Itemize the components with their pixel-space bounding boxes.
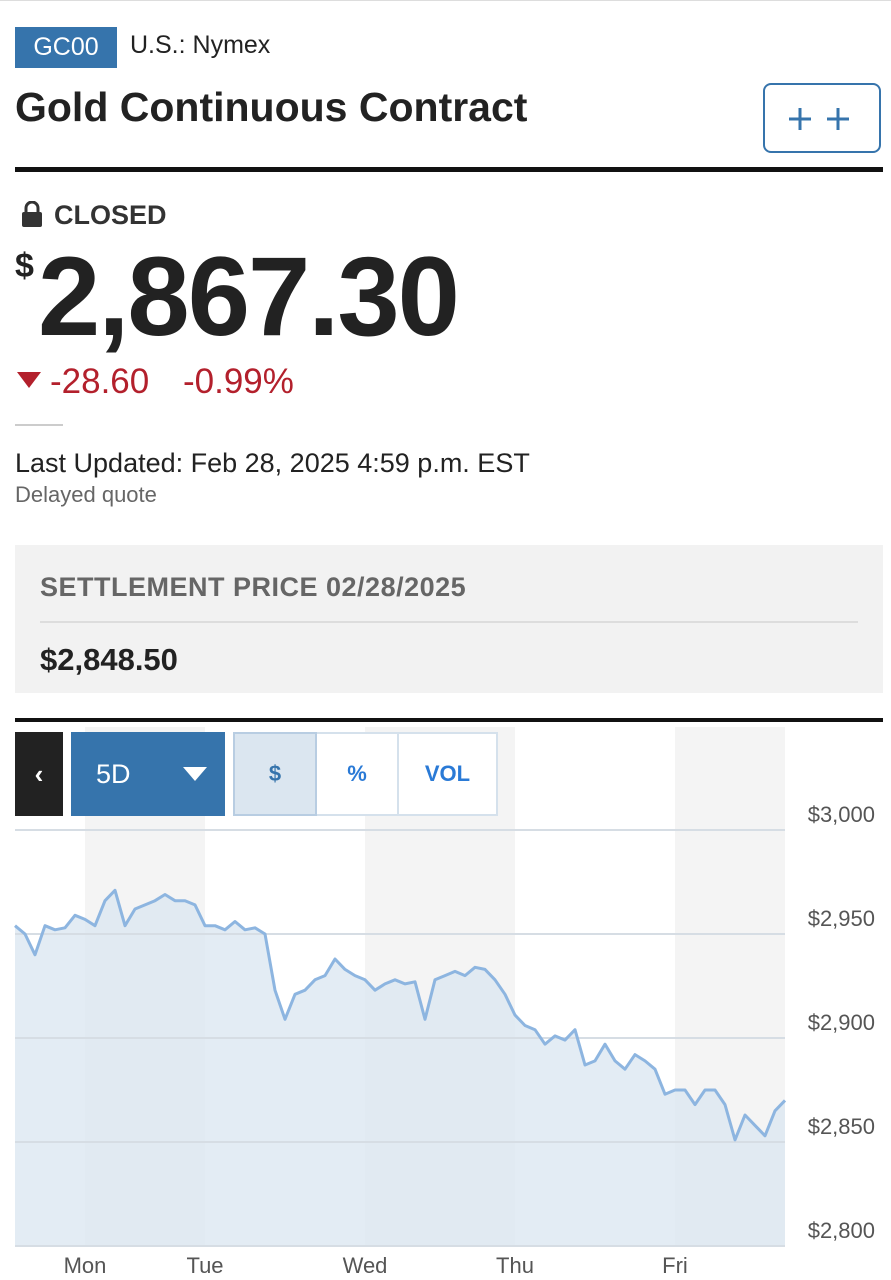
range-label: 5D [96, 758, 131, 789]
y-tick-label: $3,000 [808, 802, 875, 827]
title: Gold Continuous Contract [15, 84, 528, 130]
mode-button[interactable]: $ [233, 732, 317, 816]
exchange: U.S.: Nymex [130, 31, 271, 59]
rule [15, 167, 883, 172]
y-tick-label: $2,850 [808, 1114, 875, 1139]
dropdown-arrow [182, 766, 207, 781]
currency-sign: $ [15, 247, 34, 285]
price-line [14, 888, 787, 1142]
x-tick-label: Tue [186, 1253, 223, 1278]
settlement-value: $2,848.50 [40, 642, 178, 677]
rule [15, 718, 883, 722]
watchlist-button[interactable] [763, 83, 881, 153]
price-area [15, 890, 785, 1246]
market-status: CLOSED [54, 200, 167, 230]
range-select[interactable]: 5D [71, 732, 225, 816]
x-tick-label: Fri [662, 1253, 688, 1278]
delay-note: Delayed quote [15, 482, 157, 507]
x-tick-label: Mon [64, 1253, 107, 1278]
divider [15, 424, 63, 426]
y-tick-label: $2,900 [808, 1010, 875, 1035]
price-chart: $2,800 $2,850 $2,900 $2,950 $3,000 Mon Tue Wed T… [14, 727, 875, 1278]
settlement-box: SETTLEMENT PRICE 02/28/2025 $2,848.50 [15, 545, 883, 693]
back-button[interactable]: ‹ [15, 732, 63, 816]
y-tick-label: $2,800 [808, 1218, 875, 1243]
plus-icons [789, 108, 849, 130]
lock-icon [22, 201, 42, 227]
x-tick-label: Thu [496, 1253, 534, 1278]
mode-button[interactable]: VOL [399, 732, 498, 816]
down-arrow [17, 372, 41, 388]
price: 2,867.30 [38, 234, 460, 359]
top-rule [0, 0, 891, 1]
last-updated: Last Updated: Feb 28, 2025 4:59 p.m. EST [15, 448, 530, 478]
settlement-rule [40, 621, 858, 623]
change: -28.60 [50, 362, 150, 401]
y-tick-label: $2,950 [808, 906, 875, 931]
symbol-badge: GC00 [15, 27, 117, 68]
change-percent: -0.99% [183, 362, 294, 401]
x-tick-label: Wed [343, 1253, 388, 1278]
settlement-label: SETTLEMENT PRICE 02/28/2025 [40, 572, 467, 602]
mode-button[interactable]: % [317, 732, 399, 816]
